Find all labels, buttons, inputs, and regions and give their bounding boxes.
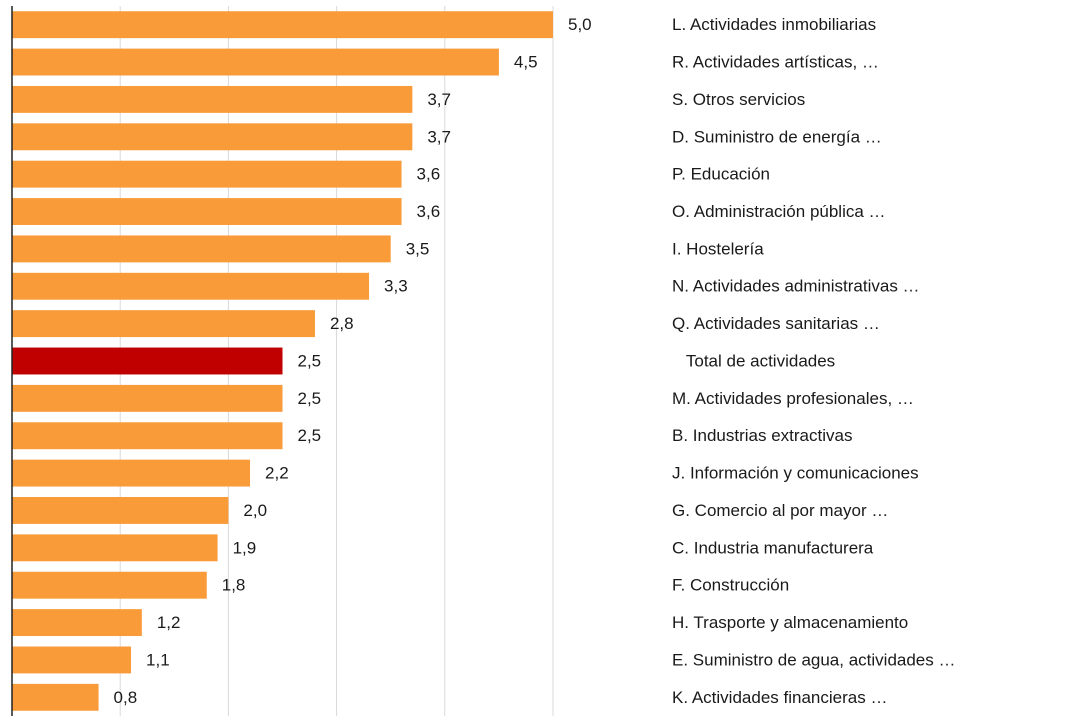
value-label: 3,5 [406,239,430,258]
bar [12,347,283,375]
category-label: Total de actividades [672,351,835,370]
value-label: 3,7 [427,127,451,146]
bar [12,683,99,711]
category-label: J. Información y comunicaciones [672,464,919,483]
value-label: 2,2 [265,464,289,483]
bar [12,123,413,151]
category-label: F. Construcción [672,576,789,595]
category-label: C. Industria manufacturera [672,538,874,557]
value-label: 3,6 [417,202,441,221]
bar [12,198,402,225]
category-label: P. Educación [672,165,770,184]
category-label: O. Administración pública … [672,202,886,221]
value-label: 1,1 [146,650,170,669]
bar [12,85,413,113]
category-label: N. Actividades administrativas … [672,277,920,296]
value-label: 1,8 [222,576,246,595]
bar [12,459,251,487]
category-label: M. Actividades profesionales, … [672,389,914,408]
bar [12,384,283,412]
category-label: G. Comercio al por mayor … [672,501,888,520]
category-label: L. Actividades inmobiliarias [672,15,876,34]
category-label: B. Industrias extractivas [672,426,852,445]
value-label: 4,5 [514,53,538,72]
value-label: 3,6 [417,165,441,184]
value-label: 3,7 [427,90,451,109]
value-label: 2,8 [330,314,354,333]
value-label: 1,2 [157,613,181,632]
bar [12,48,499,76]
bar [12,534,218,562]
bar [12,609,142,637]
category-label: Q. Actividades sanitarias … [672,314,880,333]
value-label: 0,8 [114,688,138,707]
bar [12,160,402,188]
category-label: K. Actividades financieras … [672,688,887,707]
category-label: S. Otros servicios [672,90,805,109]
category-label: D. Suministro de energía … [672,127,882,146]
bar [12,422,283,450]
category-label: I. Hostelería [672,239,764,258]
bar [12,310,315,338]
value-label: 2,5 [298,426,322,445]
value-label: 1,9 [233,538,257,557]
category-label: E. Suministro de agua, actividades … [672,650,955,669]
value-label: 2,5 [298,389,322,408]
value-label: 2,0 [243,501,267,520]
bar [12,571,207,599]
category-label: H. Trasporte y almacenamiento [672,613,908,632]
bar [12,272,370,300]
bar [12,11,553,39]
value-label: 2,5 [298,351,322,370]
value-label: 3,3 [384,277,408,296]
value-label: 5,0 [568,15,592,34]
bar [12,235,391,263]
bar [12,646,132,674]
category-label: R. Actividades artísticas, … [672,53,879,72]
bar [12,497,229,524]
